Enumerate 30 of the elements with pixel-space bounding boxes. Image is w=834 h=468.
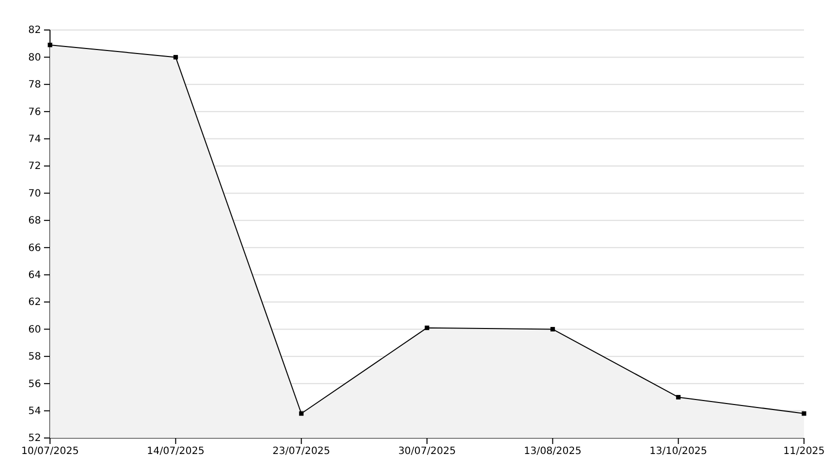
x-tick-label: 13/10/2025	[650, 446, 708, 458]
y-tick-label: 76	[28, 106, 41, 118]
y-tick-label: 54	[28, 406, 41, 417]
y-tick-label: 58	[28, 352, 41, 363]
point	[424, 326, 430, 330]
y-tick-label: 52	[28, 433, 41, 444]
point	[676, 394, 681, 400]
point	[550, 326, 555, 332]
y-tick-label: 62	[28, 297, 41, 308]
x-tick-label: 14/07/2025	[146, 446, 204, 458]
point	[173, 54, 178, 60]
y-tick-label: 66	[28, 242, 41, 254]
y-tick-label: 60	[28, 324, 41, 336]
y-tick-label: 74	[28, 134, 41, 145]
point	[802, 411, 806, 416]
point	[299, 411, 304, 416]
x-tick-label: 13/08/2025	[524, 446, 582, 458]
x-tick-label: 10/07/2025	[21, 446, 79, 458]
y-tick-label: 64	[28, 270, 41, 281]
x-tick-label: 23/07/2025	[272, 446, 330, 458]
x-tick-label: 30/07/2025	[398, 446, 456, 458]
y-tick-label: 68	[28, 216, 41, 227]
point	[48, 42, 52, 48]
y-tick-label: 78	[28, 80, 41, 91]
y-tick-label: 72	[28, 161, 41, 172]
y-tick-label: 80	[28, 52, 41, 64]
y-tick-label: 82	[28, 25, 41, 36]
x-tick-label: 11/2025	[783, 446, 825, 458]
y-tick-label: 56	[28, 378, 41, 390]
y-tick-label: 70	[28, 188, 41, 200]
